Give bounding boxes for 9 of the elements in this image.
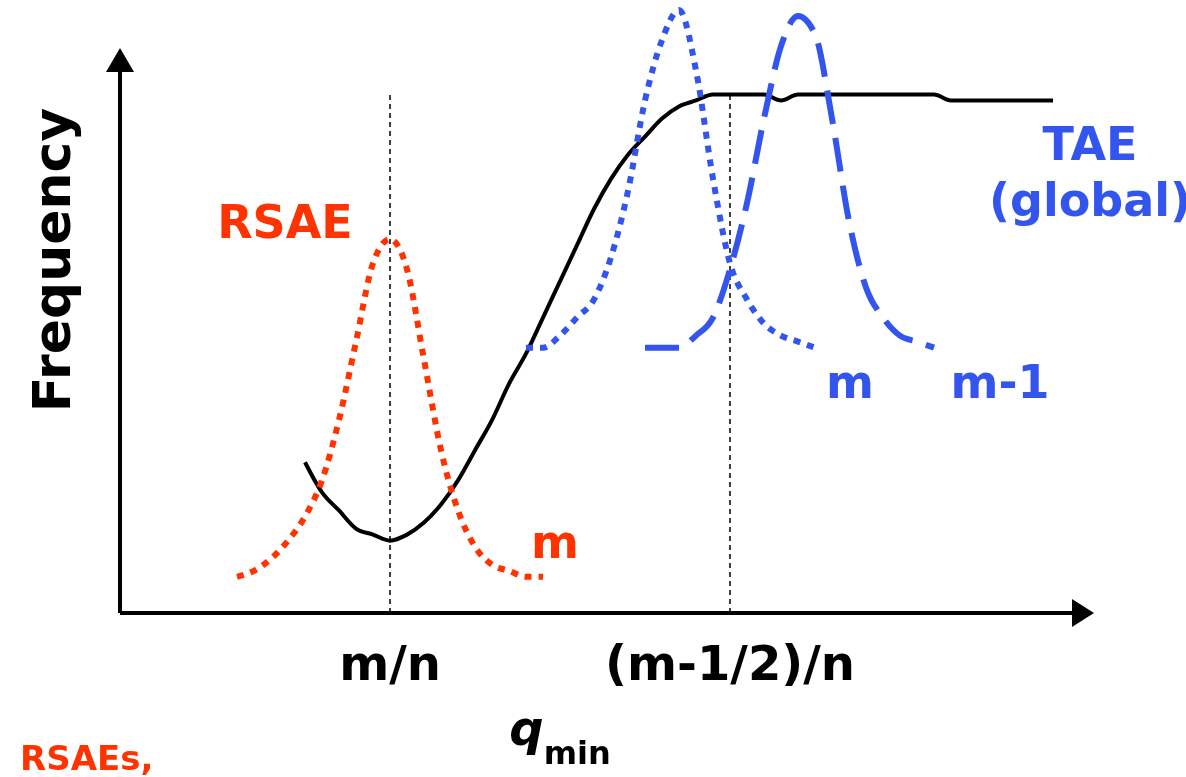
annotation: RSAE: [217, 195, 353, 249]
series-label: m: [826, 355, 874, 409]
series-label: m: [531, 515, 579, 569]
y-axis-title: Frequency: [22, 107, 82, 413]
series-label: m-1: [950, 355, 1050, 409]
x-tick-label: m/n: [339, 635, 441, 691]
text: RSAEs,: [20, 738, 154, 777]
x-tick-label: (m-1/2)/n: [605, 635, 855, 691]
x-axis-title: q$_{min}$: [509, 700, 611, 772]
